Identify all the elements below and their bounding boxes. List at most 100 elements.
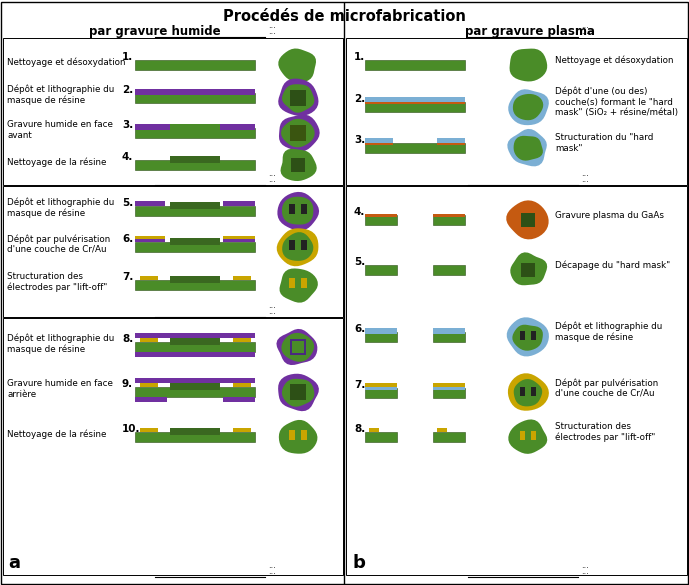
Polygon shape (279, 115, 320, 152)
Bar (140, 276, 158, 280)
Bar (135, 201, 165, 206)
Bar (433, 383, 465, 387)
Polygon shape (281, 119, 315, 147)
Bar (223, 237, 255, 242)
Bar (170, 338, 220, 345)
Bar (140, 383, 158, 387)
Bar (170, 428, 220, 435)
Bar (301, 240, 307, 250)
Text: ⁚⁚⁚: ⁚⁚⁚ (581, 27, 589, 36)
Bar (290, 125, 306, 141)
Text: Nettoyage de la résine: Nettoyage de la résine (7, 157, 106, 167)
Text: ⁚⁚⁚: ⁚⁚⁚ (581, 567, 589, 576)
Text: ⁚⁚⁚: ⁚⁚⁚ (581, 175, 589, 184)
Bar (223, 201, 255, 206)
Bar (170, 202, 220, 209)
Bar (289, 430, 295, 440)
Bar (531, 331, 536, 340)
Text: 7.: 7. (354, 380, 365, 390)
Text: par gravure humide: par gravure humide (89, 25, 220, 38)
Bar (140, 338, 158, 342)
Bar (365, 388, 397, 398)
Polygon shape (508, 90, 549, 125)
Bar (365, 97, 465, 102)
Bar (437, 428, 447, 432)
Bar (521, 213, 535, 227)
Bar (170, 276, 220, 283)
Polygon shape (280, 269, 318, 302)
Bar (437, 142, 465, 145)
Text: ⁚⁚⁚: ⁚⁚⁚ (268, 175, 276, 184)
Text: Structuration des
électrodes par "lift-off": Structuration des électrodes par "lift-o… (555, 422, 655, 442)
Polygon shape (278, 49, 316, 82)
Bar (433, 215, 465, 225)
Polygon shape (281, 333, 314, 362)
Bar (233, 276, 251, 280)
Text: Dépôt d'une (ou des)
couche(s) formant le "hard
mask" (SiO₂ + résine/métal): Dépôt d'une (ou des) couche(s) formant l… (555, 87, 678, 117)
Polygon shape (511, 252, 547, 285)
Bar (135, 160, 255, 170)
Text: 8.: 8. (354, 424, 365, 434)
Bar (290, 339, 306, 355)
Bar (365, 328, 397, 334)
Text: Dépôt et lithographie du
masque de résine: Dépôt et lithographie du masque de résin… (7, 85, 114, 105)
Text: ⁚⁚⁚: ⁚⁚⁚ (268, 307, 276, 316)
Bar (135, 128, 255, 138)
Bar (135, 280, 255, 290)
Text: Nettoyage et désoxydation: Nettoyage et désoxydation (555, 55, 674, 65)
Bar (433, 265, 465, 275)
Bar (346, 38, 687, 185)
Bar (365, 386, 397, 390)
Text: 10.: 10. (122, 424, 141, 434)
Text: 6.: 6. (122, 234, 133, 244)
Polygon shape (513, 94, 543, 121)
Bar (365, 142, 393, 145)
Text: ⁚⁚⁚: ⁚⁚⁚ (268, 27, 276, 36)
Text: Dépôt et lithographie du
masque de résine: Dépôt et lithographie du masque de résin… (7, 198, 114, 218)
Polygon shape (280, 149, 317, 181)
Polygon shape (508, 419, 547, 454)
Bar (135, 206, 255, 216)
Bar (135, 124, 170, 130)
Bar (301, 430, 307, 440)
Bar (520, 387, 525, 396)
Bar (135, 387, 255, 397)
Text: Nettoyage et désoxydation: Nettoyage et désoxydation (7, 57, 125, 67)
Bar (365, 214, 397, 217)
Bar (135, 397, 167, 402)
Bar (135, 93, 255, 103)
Bar (135, 378, 255, 383)
Text: Dépôt et lithographie du
masque de résine: Dépôt et lithographie du masque de résin… (7, 334, 114, 355)
Text: b: b (352, 554, 365, 572)
Bar (531, 431, 536, 440)
Text: 3.: 3. (122, 120, 133, 130)
Bar (437, 138, 465, 143)
Text: Structuration du "hard
mask": Structuration du "hard mask" (555, 133, 653, 153)
Bar (135, 342, 255, 352)
Bar (433, 332, 465, 342)
Bar (365, 215, 397, 225)
Bar (290, 90, 306, 106)
Polygon shape (507, 129, 547, 166)
Bar (521, 141, 535, 155)
Bar (135, 333, 255, 338)
Bar (3, 318, 343, 575)
Bar (3, 38, 343, 185)
Bar (433, 432, 465, 442)
Bar (520, 431, 525, 440)
Bar (135, 432, 255, 442)
Text: Gravure humide en face
arrière: Gravure humide en face arrière (7, 379, 113, 399)
Text: 4.: 4. (354, 207, 365, 217)
Text: 6.: 6. (354, 324, 365, 334)
Text: 9.: 9. (122, 379, 133, 389)
Polygon shape (277, 228, 318, 266)
Bar (233, 428, 251, 432)
Text: 8.: 8. (122, 334, 133, 344)
Polygon shape (278, 78, 318, 116)
Text: Décapage du "hard mask": Décapage du "hard mask" (555, 260, 670, 270)
Bar (290, 384, 306, 400)
Bar (365, 60, 465, 70)
Text: 5.: 5. (122, 198, 133, 208)
Polygon shape (513, 136, 543, 161)
Bar (170, 156, 220, 163)
